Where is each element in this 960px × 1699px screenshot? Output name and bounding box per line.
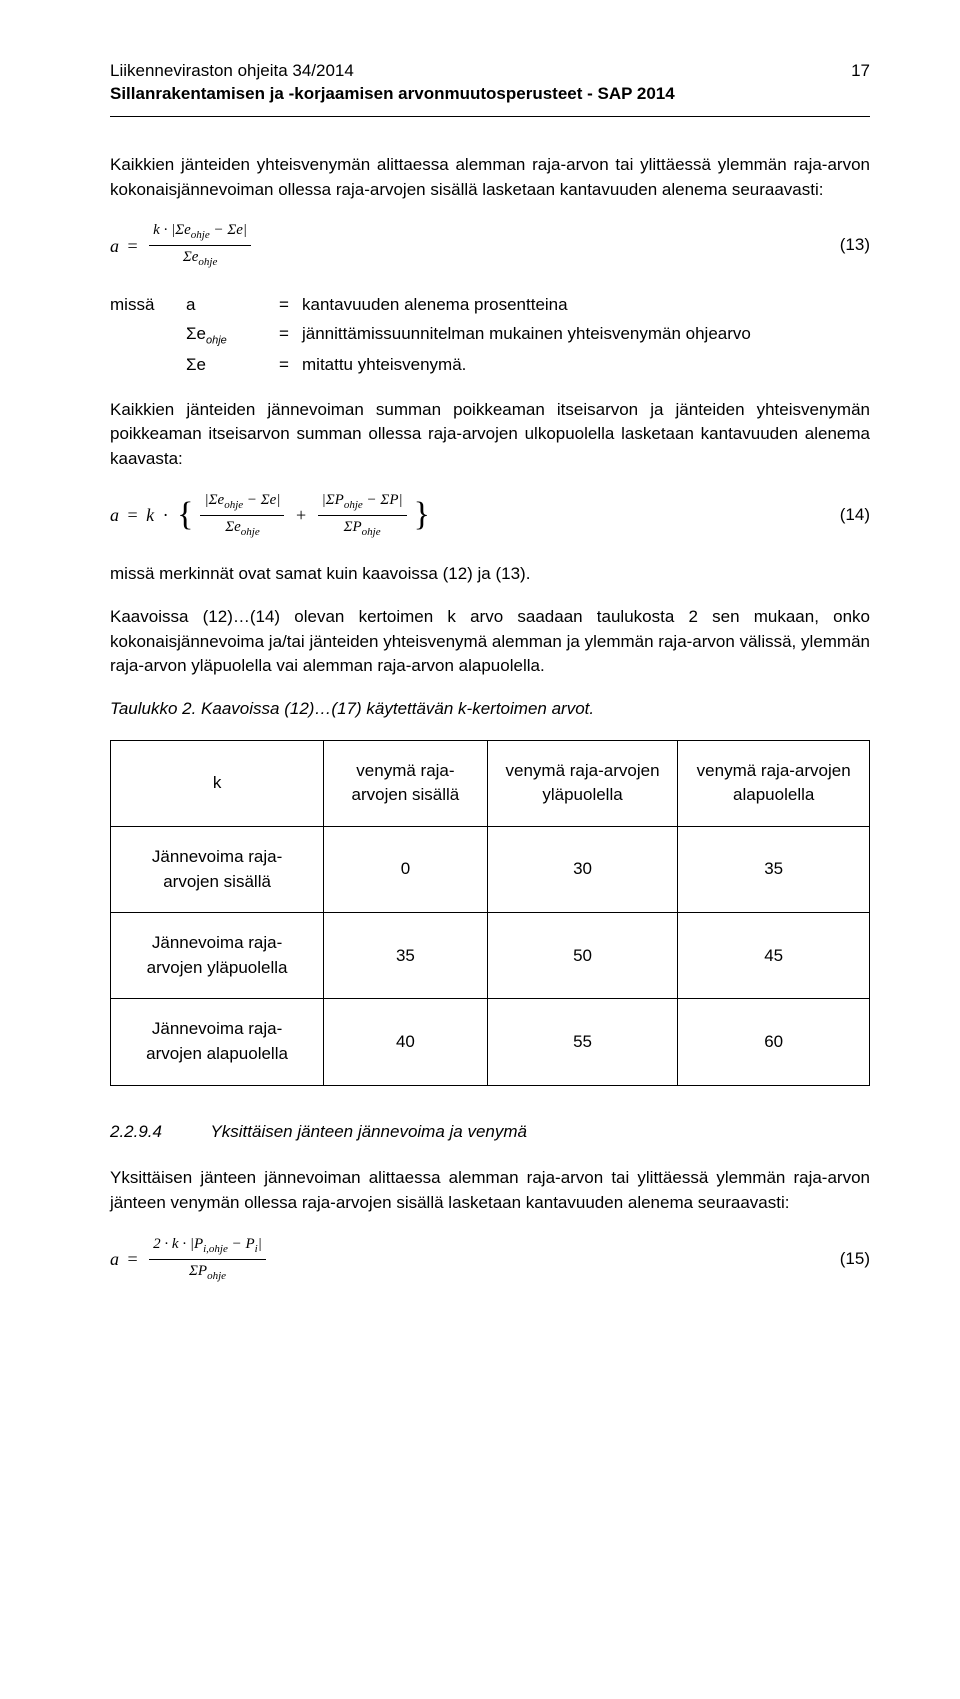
- cell-1-3: 35: [678, 826, 870, 912]
- equation-13-number: (13): [840, 233, 870, 258]
- section-heading-2-2-9-4: 2.2.9.4 Yksittäisen jänteen jännevoima j…: [110, 1120, 870, 1145]
- paragraph-2: Kaikkien jänteiden jännevoiman summan po…: [110, 398, 870, 472]
- cell-3-3: 60: [678, 999, 870, 1085]
- col-header-2: venymä raja-arvojen yläpuolella: [487, 740, 678, 826]
- where-sym-seohje: Σeohje: [186, 322, 266, 349]
- table-2-k-values: k venymä raja-arvojen sisällä venymä raj…: [110, 740, 870, 1086]
- col-header-3: venymä raja-arvojen alapuolella: [678, 740, 870, 826]
- equation-15-number: (15): [840, 1247, 870, 1272]
- equation-14-number: (14): [840, 503, 870, 528]
- cell-3-1: 40: [324, 999, 488, 1085]
- where-block-13: missä a = kantavuuden alenema prosenttei…: [110, 293, 870, 378]
- paragraph-4: Kaavoissa (12)…(14) olevan kertoimen k a…: [110, 605, 870, 679]
- cell-2-2: 50: [487, 913, 678, 999]
- table-corner: k: [111, 740, 324, 826]
- row-header-3: Jännevoima raja-arvojen alapuolella: [111, 999, 324, 1085]
- table-2-caption: Taulukko 2. Kaavoissa (12)…(17) käytettä…: [110, 697, 870, 722]
- page-body: Kaikkien jänteiden yhteisvenymän alittae…: [110, 153, 870, 1285]
- paragraph-1: Kaikkien jänteiden yhteisvenymän alittae…: [110, 153, 870, 202]
- paragraph-5: Yksittäisen jänteen jännevoiman alittaes…: [110, 1166, 870, 1215]
- paragraph-3: missä merkinnät ovat samat kuin kaavoiss…: [110, 562, 870, 587]
- where-sym-se: Σe: [186, 353, 266, 378]
- where-desc-se: mitattu yhteisvenymä.: [302, 353, 870, 378]
- cell-1-2: 30: [487, 826, 678, 912]
- section-number: 2.2.9.4: [110, 1120, 206, 1145]
- header-line-2: Sillanrakentamisen ja -korjaamisen arvon…: [110, 83, 870, 106]
- where-label: missä: [110, 293, 180, 318]
- page-header: Liikenneviraston ohjeita 34/2014 Sillanr…: [110, 60, 870, 117]
- col-header-1: venymä raja-arvojen sisällä: [324, 740, 488, 826]
- equation-13: a = k · |Σeohje − Σe| Σeohje (13): [110, 220, 870, 271]
- cell-3-2: 55: [487, 999, 678, 1085]
- equation-15: a = 2 · k · |Pi,ohje − Pi| ΣPohje (15): [110, 1234, 870, 1285]
- equation-14: a = k · { |Σeohje − Σe| Σeohje + |ΣPohje…: [110, 490, 870, 541]
- row-header-1: Jännevoima raja-arvojen sisällä: [111, 826, 324, 912]
- where-desc-a: kantavuuden alenema prosentteina: [302, 293, 870, 318]
- cell-2-1: 35: [324, 913, 488, 999]
- page-number: 17: [851, 60, 870, 83]
- cell-1-1: 0: [324, 826, 488, 912]
- header-line-1: Liikenneviraston ohjeita 34/2014: [110, 60, 870, 83]
- where-sym-a: a: [186, 293, 266, 318]
- where-desc-seohje: jännittämissuunnitelman mukainen yhteisv…: [302, 322, 870, 349]
- cell-2-3: 45: [678, 913, 870, 999]
- section-title: Yksittäisen jänteen jännevoima ja venymä: [210, 1122, 527, 1141]
- row-header-2: Jännevoima raja-arvojen yläpuolella: [111, 913, 324, 999]
